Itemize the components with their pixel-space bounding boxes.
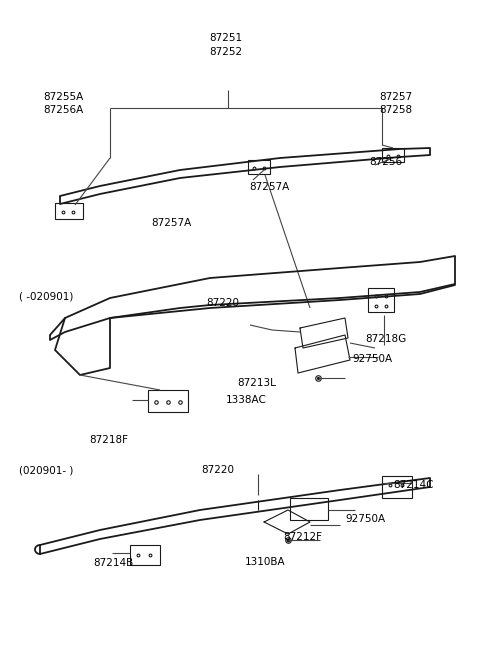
Text: 87220: 87220 [206, 297, 240, 308]
Bar [290, 498, 328, 520]
Text: 87257A: 87257A [250, 181, 290, 192]
Bar [248, 160, 270, 174]
Text: 87256: 87256 [370, 157, 403, 168]
Text: 1338AC: 1338AC [226, 394, 266, 405]
Text: 87220: 87220 [202, 465, 235, 476]
Text: 87258: 87258 [379, 105, 412, 115]
Bar [55, 203, 83, 219]
Bar [382, 476, 412, 498]
Text: 87257A: 87257A [151, 217, 192, 228]
Text: 87252: 87252 [209, 47, 242, 58]
Text: 87213L: 87213L [238, 378, 276, 388]
Text: 87257: 87257 [379, 92, 412, 102]
Text: 92750A: 92750A [353, 354, 393, 364]
Text: 92750A: 92750A [346, 514, 386, 524]
Text: 87218F: 87218F [89, 435, 128, 445]
Text: 87251: 87251 [209, 33, 242, 43]
Bar [368, 288, 394, 312]
Text: 87255A: 87255A [43, 92, 84, 102]
Text: 87218G: 87218G [365, 334, 406, 345]
Text: (020901- ): (020901- ) [19, 465, 73, 476]
Bar [148, 390, 188, 412]
Text: ( -020901): ( -020901) [19, 291, 73, 301]
Text: 87214C: 87214C [394, 479, 434, 490]
Text: 87212F: 87212F [283, 532, 322, 542]
Text: 1310BA: 1310BA [245, 557, 286, 567]
Bar [130, 545, 160, 565]
Bar [382, 148, 404, 162]
Text: 87256A: 87256A [43, 105, 84, 115]
Text: 87214B: 87214B [94, 558, 134, 569]
